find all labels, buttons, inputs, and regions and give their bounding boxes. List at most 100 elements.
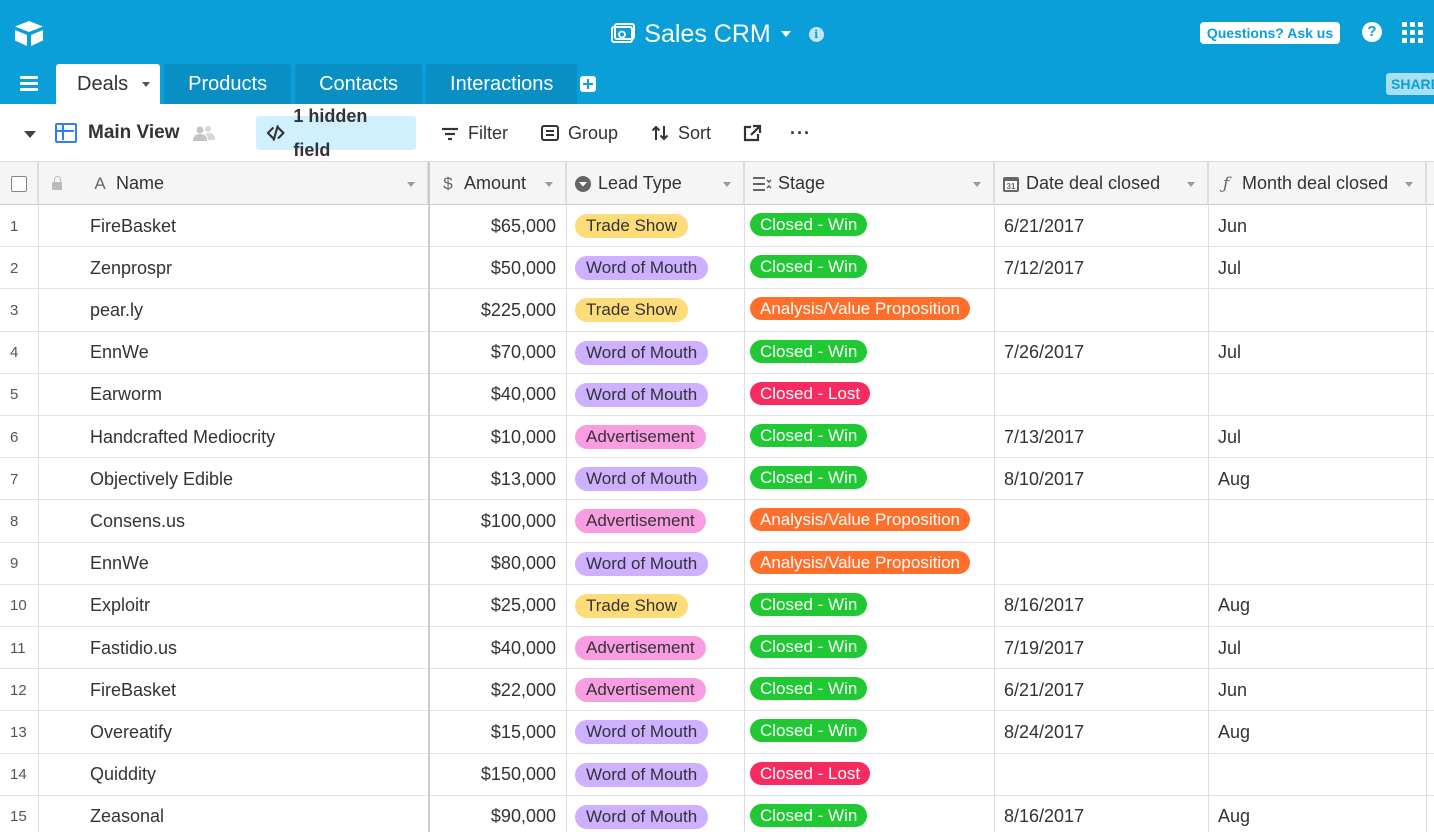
cell-amount[interactable]: $50,000 [490,257,556,278]
table-row[interactable]: 9 EnnWe $80,000 Word of Mouth Analysis/Value… [0,542,1434,585]
cell-name[interactable]: Handcrafted Mediocrity [90,426,276,447]
table-row[interactable]: 7 Objectively Edible $13,000 Word of Mouth C… [0,458,1434,501]
cell-date-closed[interactable]: 7/12/2017 [1004,257,1085,278]
cell-stage[interactable]: Closed - Win [750,627,868,669]
cell-name[interactable]: FireBasket [90,215,177,236]
cell-lead-type[interactable]: Trade Show [575,205,689,247]
cell-date-closed[interactable]: 7/13/2017 [1004,426,1085,447]
info-icon[interactable]: i [808,26,824,42]
cell-amount[interactable]: $25,000 [490,595,556,616]
cell-amount[interactable]: $10,000 [490,426,556,447]
sort-button[interactable]: Sort [640,116,721,150]
cell-name[interactable]: pear.ly [90,299,144,320]
cell-name[interactable]: Overeatify [90,721,173,742]
table-row[interactable]: 8 Consens.us $100,000 Advertisement Analysis… [0,500,1434,543]
cell-lead-type[interactable]: Word of Mouth [575,754,709,796]
tab-chevron-down-icon[interactable] [142,81,151,87]
cell-lead-type[interactable]: Advertisement [575,416,706,458]
column-menu-chevron-down-icon[interactable] [723,182,731,187]
cell-stage[interactable]: Analysis/Value Proposition [750,543,971,585]
cell-date-closed[interactable]: 8/16/2017 [1004,595,1085,616]
frozen-column-divider[interactable] [428,162,430,832]
cell-stage[interactable]: Closed - Win [750,458,868,500]
cell-lead-type[interactable]: Word of Mouth [575,711,709,753]
cell-lead-type[interactable]: Word of Mouth [575,458,709,500]
column-menu-chevron-down-icon[interactable] [407,182,415,187]
cell-stage[interactable]: Closed - Win [750,711,868,753]
cell-name[interactable]: Fastidio.us [90,637,178,658]
cell-name[interactable]: EnnWe [90,342,149,363]
cell-stage[interactable]: Closed - Win [750,585,868,627]
table-row[interactable]: 15 Zeasonal $90,000 Word of Mouth Closed - W… [0,795,1434,832]
table-row[interactable]: 10 Exploitr $25,000 Trade Show Closed - Win 8… [0,584,1434,627]
cell-name[interactable]: Earworm [90,384,163,405]
base-title-text[interactable]: Sales CRM [644,20,771,48]
cell-stage[interactable]: Closed - Win [750,796,868,832]
tab-contacts[interactable]: Contacts [295,64,423,104]
cell-lead-type[interactable]: Advertisement [575,500,706,542]
cell-stage[interactable]: Closed - Lost [750,374,871,416]
help-icon[interactable]: ? [1362,22,1382,42]
cell-lead-type[interactable]: Word of Mouth [575,247,709,289]
cell-lead-type[interactable]: Word of Mouth [575,796,709,832]
cell-name[interactable]: Zeasonal [90,806,165,827]
cell-name[interactable]: FireBasket [90,679,177,700]
table-row[interactable]: 3 pear.ly $225,000 Trade Show Analysis/Value… [0,289,1434,332]
questions-ask-us-button[interactable]: Questions? Ask us [1200,22,1340,44]
cell-lead-type[interactable]: Advertisement [575,627,706,669]
cell-stage[interactable]: Closed - Win [750,669,868,711]
more-options-icon[interactable]: ··· [790,123,811,143]
table-row[interactable]: 4 EnnWe $70,000 Word of Mouth Closed - Win 7/… [0,331,1434,374]
cell-lead-type[interactable]: Trade Show [575,289,689,331]
column-header-stage[interactable]: Stage [744,162,994,205]
cell-stage[interactable]: Closed - Win [750,332,868,374]
apps-grid-icon[interactable] [1402,22,1424,44]
tab-products[interactable]: Products [164,64,292,104]
cell-stage[interactable]: Closed - Win [750,416,868,458]
cell-name[interactable]: Zenprospr [90,257,173,278]
view-name[interactable]: Main View [88,122,180,143]
cell-name[interactable]: EnnWe [90,553,149,574]
share-view-button[interactable] [732,116,772,150]
cell-stage[interactable]: Analysis/Value Proposition [750,289,971,331]
cell-amount[interactable]: $225,000 [480,299,556,320]
cell-amount[interactable]: $80,000 [490,553,556,574]
column-header-date-closed[interactable]: 31 Date deal closed [994,162,1208,205]
table-row[interactable]: 11 Fastidio.us $40,000 Advertisement Closed … [0,627,1434,670]
cell-amount[interactable]: $22,000 [490,679,556,700]
base-menu-chevron-down-icon[interactable] [780,31,791,37]
table-row[interactable]: 5 Earworm $40,000 Word of Mouth Closed - Los… [0,373,1434,416]
airtable-logo-icon[interactable] [12,18,46,48]
cell-amount[interactable]: $40,000 [490,384,556,405]
table-row[interactable]: 12 FireBasket $22,000 Advertisement Closed -… [0,669,1434,712]
column-header-lead-type[interactable]: Lead Type [566,162,744,205]
cell-date-closed[interactable]: 8/16/2017 [1004,806,1085,827]
cell-lead-type[interactable]: Word of Mouth [575,543,709,585]
cell-date-closed[interactable]: 8/24/2017 [1004,721,1085,742]
cell-amount[interactable]: $150,000 [480,764,556,785]
select-all-checkbox[interactable] [10,175,27,192]
table-row[interactable]: 6 Handcrafted Mediocrity $10,000 Advertisem… [0,416,1434,459]
cell-date-closed[interactable]: 7/19/2017 [1004,637,1085,658]
cell-amount[interactable]: $100,000 [480,510,556,531]
cell-amount[interactable]: $90,000 [490,806,556,827]
share-button[interactable]: SHARE [1386,73,1434,95]
column-menu-chevron-down-icon[interactable] [545,182,553,187]
cell-stage[interactable]: Closed - Lost [750,754,871,796]
table-row[interactable]: 13 Overeatify $15,000 Word of Mouth Closed -… [0,711,1434,754]
filter-button[interactable]: Filter [430,116,518,150]
tab-interactions[interactable]: Interactions [426,64,578,104]
column-header-month-closed[interactable]: ƒ Month deal closed [1208,162,1426,205]
column-menu-chevron-down-icon[interactable] [1187,182,1195,187]
cell-stage[interactable]: Closed - Win [750,205,868,247]
cell-date-closed[interactable]: 6/21/2017 [1004,679,1085,700]
cell-date-closed[interactable]: 8/10/2017 [1004,468,1085,489]
cell-amount[interactable]: $40,000 [490,637,556,658]
cell-amount[interactable]: $65,000 [490,215,556,236]
hamburger-menu-icon[interactable] [20,76,38,91]
table-row[interactable]: 1 FireBasket $65,000 Trade Show Closed - Win… [0,205,1434,248]
cell-stage[interactable]: Analysis/Value Proposition [750,500,971,542]
hide-fields-button[interactable]: 1 hidden field [256,106,416,160]
views-sidebar-chevron-down-icon[interactable] [24,131,36,138]
column-header-name[interactable]: A Name [38,162,428,205]
